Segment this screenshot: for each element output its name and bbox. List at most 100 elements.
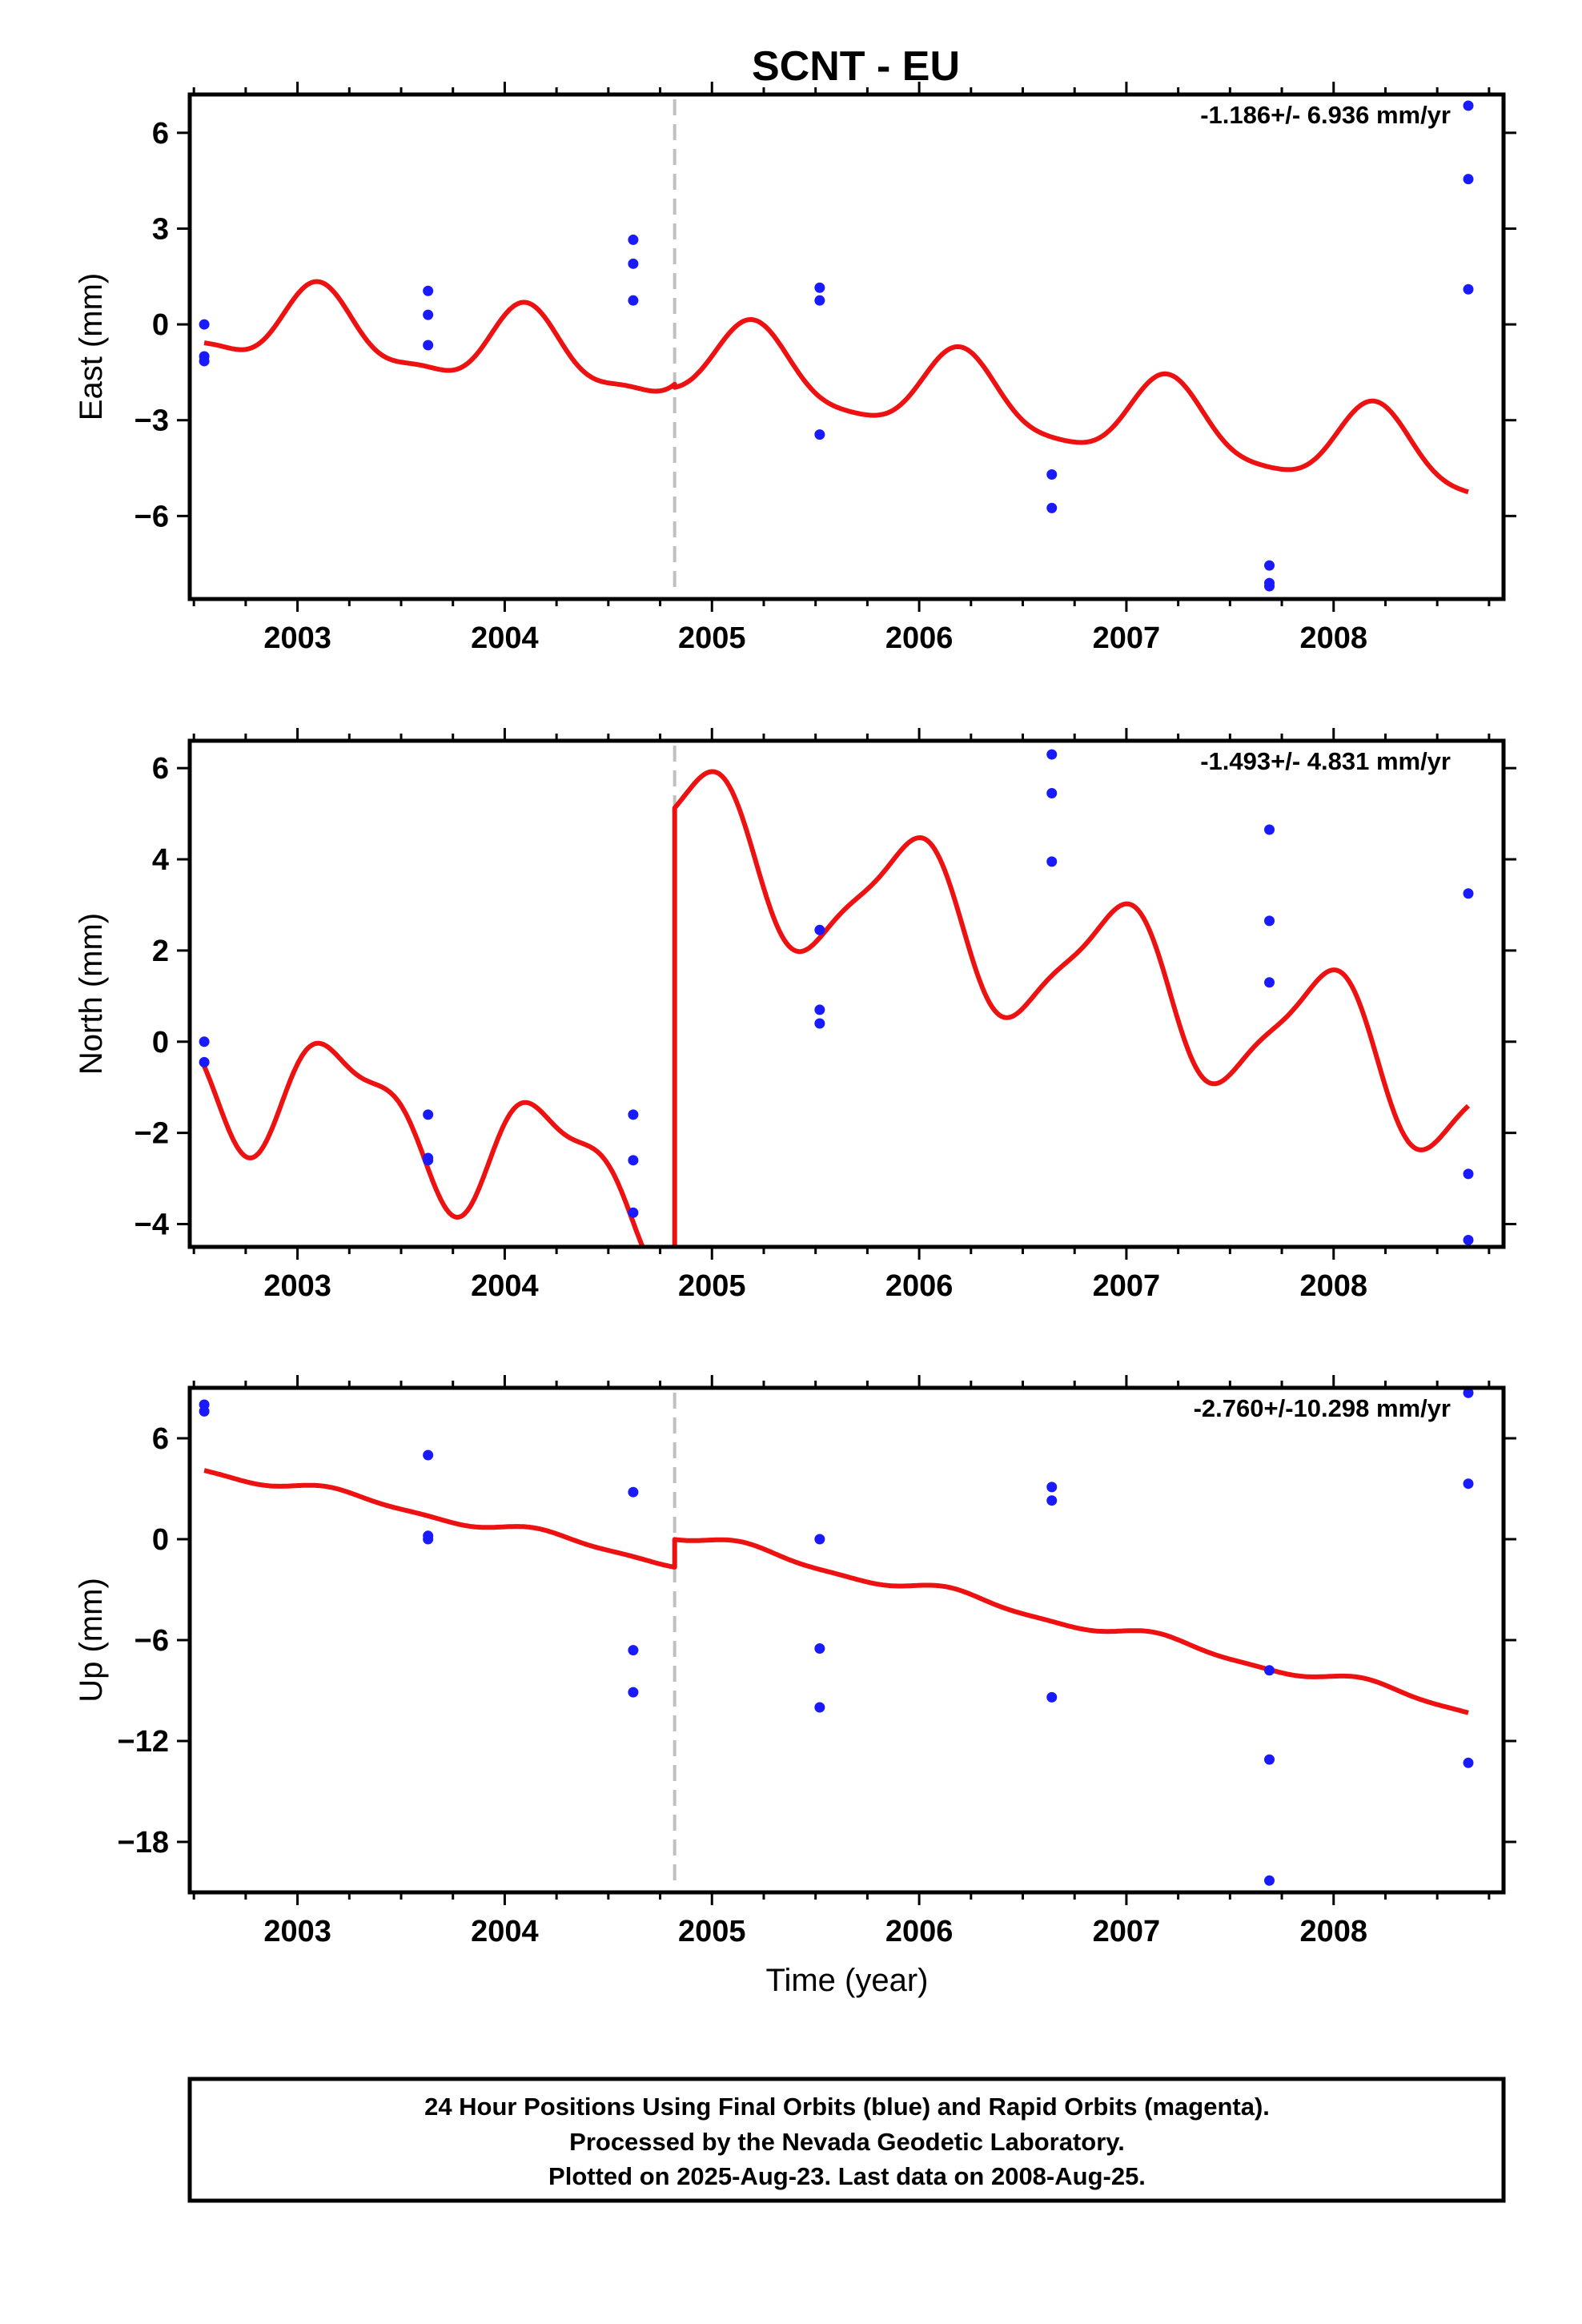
- up-observation-point: [814, 1643, 825, 1654]
- up-observation-point: [423, 1449, 434, 1461]
- north-observation-point: [1463, 1168, 1474, 1180]
- north-observation-point: [199, 1056, 210, 1068]
- north-x-tick-label: 2008: [1299, 1269, 1367, 1303]
- north-observation-point: [628, 1109, 639, 1120]
- east-observation-point: [628, 234, 639, 245]
- up-observation-point: [1046, 1482, 1058, 1493]
- east-y-tick-label: 3: [152, 212, 169, 246]
- east-y-tick-label: 6: [152, 117, 169, 151]
- east-observation-point: [814, 282, 825, 293]
- north-y-axis-label: North (mm): [74, 913, 109, 1075]
- up-observation-point: [628, 1687, 639, 1698]
- east-y-tick-label: −3: [135, 404, 169, 438]
- north-observation-point: [423, 1109, 434, 1120]
- north-observation-point: [1046, 787, 1058, 798]
- east-observation-point: [628, 295, 639, 306]
- north-observation-point: [1046, 856, 1058, 867]
- north-observation-point: [1463, 888, 1474, 899]
- east-observation-point: [1264, 560, 1275, 571]
- up-x-tick-label: 2006: [885, 1915, 954, 1948]
- north-observation-point: [628, 1207, 639, 1218]
- up-model-curve: [203, 1468, 1469, 1715]
- east-x-tick-label: 2003: [263, 621, 331, 655]
- east-observation-point: [1046, 468, 1058, 480]
- up-observation-point: [1264, 1754, 1275, 1765]
- north-x-tick-label: 2004: [471, 1269, 539, 1303]
- footer-frame: [187, 2077, 1506, 2203]
- figure-title: SCNT - EU: [752, 43, 960, 90]
- north-observation-point: [1463, 1234, 1474, 1245]
- up-x-tick-label: 2005: [678, 1915, 746, 1948]
- east-x-tick-label: 2007: [1093, 621, 1161, 655]
- east-observation-point: [423, 285, 434, 296]
- east-rate-label: -1.186+/- 6.936 mm/yr: [1200, 101, 1451, 129]
- east-observation-point: [199, 356, 210, 367]
- east-plot-frame: [187, 92, 1506, 601]
- up-y-tick-label: −12: [118, 1725, 169, 1759]
- up-plot-frame: [187, 1385, 1506, 1895]
- up-observation-point: [1264, 1665, 1275, 1676]
- north-model-curve: [202, 769, 1471, 1247]
- up-x-tick-label: 2004: [471, 1915, 539, 1948]
- east-observation-point: [423, 340, 434, 351]
- up-y-tick-label: −6: [135, 1624, 169, 1658]
- footer-line-1: 24 Hour Positions Using Final Orbits (bl…: [424, 2093, 1270, 2121]
- up-y-tick-label: 0: [152, 1523, 169, 1557]
- up-x-tick-label: 2008: [1299, 1915, 1367, 1948]
- footer-box: 24 Hour Positions Using Final Orbits (bl…: [187, 2077, 1506, 2203]
- up-observation-point: [1264, 1875, 1275, 1886]
- north-x-tick-label: 2007: [1093, 1269, 1161, 1303]
- up-observation-point: [1463, 1757, 1474, 1768]
- up-y-tick-label: −18: [118, 1826, 169, 1860]
- footer-line-3: Plotted on 2025-Aug-23. Last data on 200…: [548, 2162, 1146, 2190]
- east-model-curve: [203, 279, 1469, 495]
- north-observation-point: [1046, 749, 1058, 760]
- north-y-tick-label: 6: [152, 752, 169, 786]
- east-observation-point: [628, 258, 639, 269]
- footer-line-2: Processed by the Nevada Geodetic Laborat…: [569, 2128, 1125, 2156]
- north-observation-point: [814, 1004, 825, 1015]
- up-y-tick-label: 6: [152, 1422, 169, 1456]
- up-observation-point: [1046, 1495, 1058, 1506]
- north-x-tick-label: 2003: [263, 1269, 331, 1303]
- north-y-tick-label: 0: [152, 1026, 169, 1059]
- up-observation-point: [1463, 1388, 1474, 1398]
- north-observation-point: [199, 1036, 210, 1047]
- east-x-tick-label: 2004: [471, 621, 539, 655]
- up-observation-point: [423, 1534, 434, 1545]
- up-observation-point: [1046, 1691, 1058, 1703]
- up-observation-point: [199, 1405, 210, 1417]
- up-observation-point: [814, 1534, 825, 1545]
- up-observation-point: [628, 1486, 639, 1498]
- north-plot-frame: [187, 738, 1506, 1249]
- east-observation-point: [423, 309, 434, 320]
- east-observation-point: [199, 319, 210, 330]
- east-observation-point: [814, 429, 825, 440]
- up-y-axis-label: Up (mm): [74, 1578, 109, 1703]
- east-y-tick-label: −6: [135, 500, 169, 533]
- up-rate-label: -2.760+/-10.298 mm/yr: [1194, 1394, 1451, 1422]
- north-y-tick-label: −2: [135, 1117, 169, 1151]
- up-panel: 2003 2004 2005 2006 2007 2008 6 0 −6 −12 −18 Up (m…: [74, 1375, 1516, 1948]
- up-observation-point: [814, 1702, 825, 1713]
- up-x-tick-label: 2007: [1093, 1915, 1161, 1948]
- north-observation-point: [423, 1155, 434, 1166]
- up-x-tick-label: 2003: [263, 1915, 331, 1948]
- north-y-tick-label: −4: [135, 1208, 169, 1242]
- east-x-tick-label: 2008: [1299, 621, 1367, 655]
- east-observation-point: [1463, 283, 1474, 295]
- north-observation-point: [814, 1018, 825, 1029]
- north-panel: 2003 2004 2005 2006 2007 2008 6 4 2 0 −2 −4 North (…: [74, 728, 1516, 1303]
- north-x-tick-label: 2005: [678, 1269, 746, 1303]
- east-x-tick-label: 2006: [885, 621, 954, 655]
- up-observation-point: [628, 1645, 639, 1656]
- east-y-axis-label: East (mm): [74, 273, 109, 420]
- east-panel: 2003 2004 2005 2006 2007 2008 6 3 0 −3 −6 East (mm…: [74, 82, 1516, 655]
- north-y-tick-label: 4: [152, 843, 169, 877]
- east-x-tick-label: 2005: [678, 621, 746, 655]
- east-observation-point: [1046, 502, 1058, 513]
- east-observation-point: [814, 295, 825, 306]
- east-y-tick-label: 0: [152, 308, 169, 342]
- up-observation-point: [1463, 1478, 1474, 1490]
